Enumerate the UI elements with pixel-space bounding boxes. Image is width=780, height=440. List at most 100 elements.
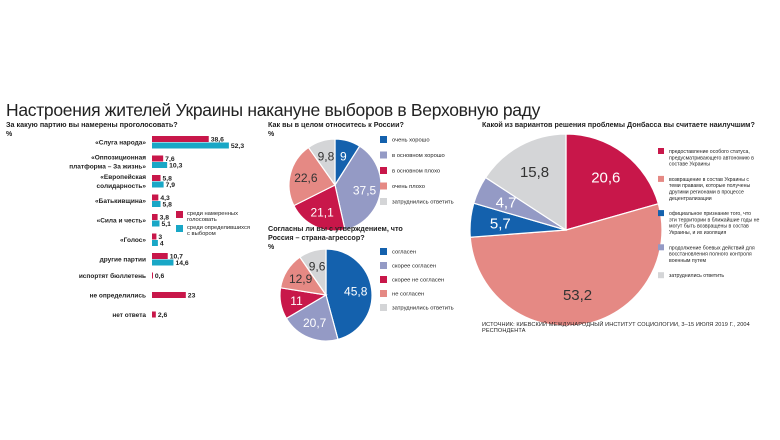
bar-value-label: 23 — [188, 292, 196, 299]
legend-label: скорее не согласен — [392, 278, 444, 284]
legend-swatch — [380, 304, 387, 311]
legend-label: очень хорошо — [392, 138, 430, 144]
bar-intending — [152, 214, 158, 220]
legend-label: предусматривающего автономию в — [669, 155, 754, 161]
slice-value-label: 20,6 — [591, 170, 620, 187]
pie-slice — [334, 145, 382, 231]
bar-value-label: 7,9 — [166, 182, 176, 189]
bar-intending — [152, 253, 168, 259]
slice-value-label: 4,7 — [496, 195, 517, 212]
bar-value-label: 4 — [160, 240, 164, 247]
bar-decided — [152, 240, 158, 246]
bar-value-label: 5,8 — [163, 175, 173, 182]
legend-label: возвращение в состав Украины с — [669, 177, 749, 183]
bar-intending — [152, 136, 209, 142]
category-label: «Сила и честь» — [97, 218, 147, 225]
slice-value-label: 22,6 — [294, 171, 318, 185]
slice-value-label: 15,8 — [520, 164, 549, 181]
pie-slice — [325, 248, 373, 341]
slice-value-label: 12,9 — [289, 272, 313, 286]
bar-decided — [152, 220, 160, 227]
legend-swatch — [380, 290, 387, 297]
category-label: нет ответа — [112, 312, 146, 319]
category-label: «Слуга народа» — [95, 140, 146, 147]
pie1-legend: очень хорошо в основном хорошо в основном … — [380, 136, 454, 206]
slice-value-label: 45,8 — [344, 284, 368, 298]
legend-label: затруднились ответить — [392, 306, 454, 312]
legend-swatch — [380, 151, 387, 159]
legend-label: могут быть возвращены в состав — [669, 224, 749, 230]
legend-label: скорее согласен — [392, 264, 436, 270]
slice-value-label: 53,2 — [563, 287, 592, 304]
bar-value-label: 3,8 — [160, 214, 170, 221]
pie-slice — [285, 294, 339, 342]
legend-label: в основном хорошо — [392, 153, 445, 159]
legend-label: Украины, и их изоляция — [669, 230, 726, 236]
bar-value-label: 52,3 — [231, 143, 244, 150]
legend-label: предоставление особого статуса, — [669, 149, 750, 155]
bar-decided — [152, 142, 229, 149]
category-label: «Батькивщина» — [95, 198, 146, 205]
bar-decided — [152, 162, 168, 168]
pie-slice — [288, 146, 336, 207]
legend-swatch — [380, 167, 387, 174]
legend-label: децентрализации — [669, 196, 712, 202]
legend-label: среди намеренных — [187, 211, 238, 217]
bar-intending — [152, 155, 164, 162]
legend-label: затруднились ответить — [669, 273, 724, 279]
legend-label: не согласен — [392, 292, 424, 298]
category-label: другие партии — [100, 257, 146, 264]
slice-value-label: 5,7 — [490, 215, 511, 232]
bar-intending — [152, 292, 186, 298]
legend-label: теми правами, которые получены — [669, 183, 751, 189]
pie-slice — [565, 133, 660, 231]
bar-intending — [152, 175, 161, 181]
bar-chart-question: За какую партию вы намерены проголосоват… — [6, 120, 178, 129]
bar-chart-unit: % — [6, 131, 13, 138]
legend-label: согласен — [392, 250, 416, 256]
category-label: солидарность» — [97, 183, 147, 190]
legend-swatch — [380, 276, 387, 283]
bar-intending — [152, 311, 156, 318]
pie2-question: Согласны ли вы с утверждением, что Росси… — [268, 224, 403, 242]
bar-intending — [152, 194, 159, 201]
pie1-unit: % — [268, 131, 275, 138]
pie3-chart: 20,6 53,2 5,7 4,715,8 — [469, 133, 663, 327]
legend-label: голосовать — [187, 217, 217, 223]
source-note: ИСТОЧНИК: КИЕВСКИЙ МЕЖДУНАРОДНЫЙ ИНСТИТУ… — [482, 322, 750, 334]
pie2-chart: 45,8 20,711 12,99,6 — [279, 248, 373, 342]
category-label: платформа – За жизнь» — [69, 164, 146, 171]
legend-swatch — [658, 148, 664, 154]
bar-chart: «Слуга народа» 38,6 52,3 «Оппозиционная плат… — [69, 136, 250, 319]
bar-decided — [152, 201, 161, 207]
slice-value-label: 9,6 — [309, 260, 326, 274]
legend-label: военным путем — [669, 258, 707, 264]
pie-slice — [307, 138, 336, 187]
slice-value-label: 9,8 — [318, 150, 335, 164]
legend-label: в основном плохо — [392, 169, 440, 175]
bar-value-label: 5,8 — [163, 201, 173, 208]
legend-swatch — [380, 136, 387, 143]
legend-label: восстановления полного контроля — [669, 252, 752, 258]
category-label: испортят бюллетень — [79, 272, 146, 280]
pie-slice — [299, 248, 327, 297]
slice-value-label: 37,5 — [353, 183, 377, 197]
legend-swatch — [380, 262, 387, 269]
slice-value-label: 21,1 — [310, 205, 334, 219]
bar-intending — [152, 233, 157, 240]
bar-value-label: 0,6 — [155, 273, 165, 280]
bar-decided — [152, 181, 164, 188]
pie2-legend: согласен скорее согласен скорее не согласе… — [380, 248, 454, 312]
bar-value-label: 38,6 — [211, 136, 224, 143]
pie1-question: Как вы в целом относитесь к России? — [268, 120, 404, 129]
legend-label: составе Украины — [669, 162, 710, 168]
slice-value-label: 11 — [290, 294, 303, 308]
pie-slice — [293, 184, 346, 232]
bar-value-label: 14,6 — [175, 260, 188, 267]
bar-value-label: 4,3 — [160, 195, 170, 202]
page-title: Настроения жителей Украины накануне выбо… — [6, 100, 541, 120]
category-label: «Голос» — [120, 237, 146, 244]
legend-label: другими регионами в процессе — [669, 190, 744, 196]
legend-label: официальное признание того, что — [669, 211, 751, 217]
legend-swatch — [658, 244, 664, 251]
